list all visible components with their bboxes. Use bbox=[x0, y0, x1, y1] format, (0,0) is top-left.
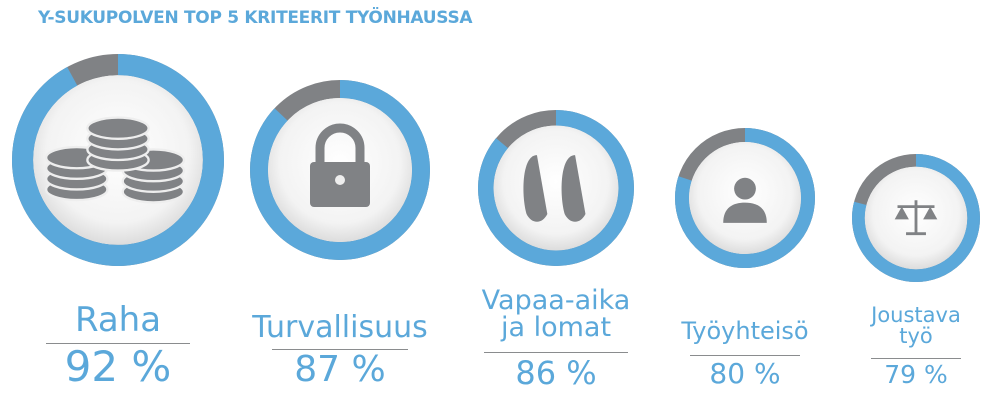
icon-part bbox=[86, 116, 150, 140]
icon bbox=[523, 155, 586, 222]
donut-segment bbox=[675, 128, 815, 268]
value-label: 92 % bbox=[64, 342, 172, 391]
icon-part bbox=[894, 206, 909, 220]
donut-center bbox=[493, 125, 619, 251]
divider bbox=[484, 352, 628, 353]
donut-segment bbox=[11, 53, 225, 267]
icon-part bbox=[561, 155, 586, 222]
category-label: Turvallisuus bbox=[252, 310, 428, 345]
value-label: 80 % bbox=[709, 357, 781, 390]
category-label: Vapaa-aika ja lomat bbox=[481, 285, 631, 343]
icon-part bbox=[734, 177, 756, 200]
category-label: Joustava työ bbox=[871, 303, 961, 348]
divider bbox=[272, 349, 408, 350]
icon-part bbox=[897, 200, 935, 236]
donut-segment bbox=[851, 153, 980, 282]
icon bbox=[723, 177, 767, 223]
icon-part bbox=[335, 175, 345, 185]
icon bbox=[44, 116, 186, 204]
icon-part bbox=[523, 155, 548, 222]
icon-part bbox=[923, 206, 938, 220]
icon bbox=[894, 200, 938, 236]
icon bbox=[310, 123, 370, 207]
icon-part bbox=[723, 202, 767, 223]
divider bbox=[46, 343, 190, 344]
icon-part bbox=[315, 123, 365, 165]
category-label: Työyhteisö bbox=[681, 317, 809, 345]
chart-title: Y-SUKUPOLVEN TOP 5 KRITEERIT TYÖNHAUSSA bbox=[38, 8, 473, 28]
value-label: 79 % bbox=[884, 360, 948, 389]
divider bbox=[690, 355, 800, 356]
value-label: 87 % bbox=[294, 349, 386, 390]
divider bbox=[871, 358, 961, 359]
value-label: 86 % bbox=[515, 354, 597, 392]
donut-segment bbox=[250, 80, 430, 260]
category-label: Raha bbox=[74, 300, 162, 340]
donut-segment bbox=[478, 110, 634, 267]
